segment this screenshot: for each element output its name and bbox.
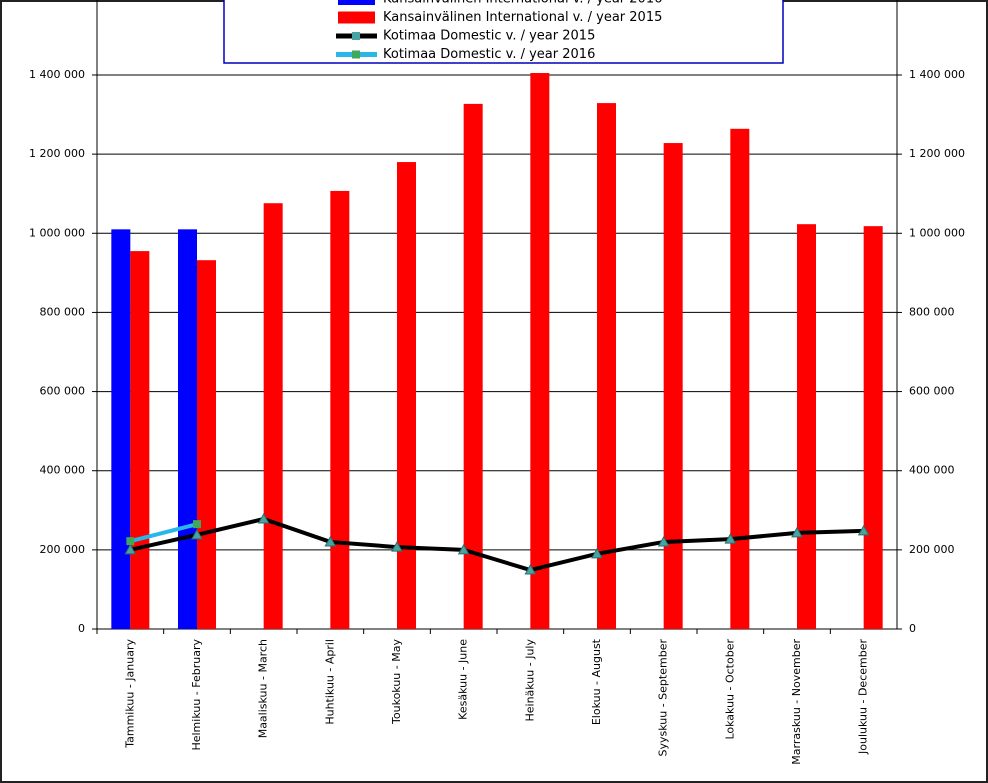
x-tick-label: Kesäkuu - June	[457, 639, 470, 720]
y2-tick-label: 0	[909, 622, 916, 635]
bar	[863, 226, 883, 630]
marker	[791, 526, 803, 538]
legend-label: Kansainvälinen International v. / year 2…	[383, 10, 662, 25]
y2-tick-label: 800 000	[909, 305, 955, 318]
legend-marker	[352, 50, 360, 59]
marker	[524, 564, 537, 575]
bar	[530, 73, 550, 630]
legend-marker	[352, 32, 360, 40]
y2-tick-label: 400 000	[909, 464, 955, 477]
bar	[597, 103, 616, 630]
bar	[330, 190, 350, 630]
legend-label: Kotimaa Domestic v. / year 2016	[383, 47, 595, 62]
y-tick-label: 1 200 000	[29, 147, 85, 160]
x-tick-label: Elokuu - August	[590, 638, 603, 725]
marker	[257, 512, 270, 524]
x-tick-label: Lokakuu - October	[723, 639, 736, 740]
x-tick-label: Syyskuu - September	[657, 639, 670, 757]
bar	[178, 229, 197, 630]
bar	[197, 260, 216, 629]
legend-box	[223, 0, 784, 64]
bar	[797, 224, 816, 630]
y-tick-label: 200 000	[40, 543, 86, 556]
x-tick-label: Heinäkuu - July	[523, 639, 536, 722]
y2-tick-label: 1 000 000	[909, 226, 965, 239]
marker	[126, 537, 135, 546]
x-tick-label: Helmikuu - February	[190, 639, 203, 751]
x-tick-label: Huhtikuu - April	[323, 639, 336, 725]
x-tick-label: Marraskuu - November	[790, 639, 803, 765]
marker	[193, 520, 201, 529]
x-tick-label: Maaliskuu - March	[257, 639, 270, 738]
bar	[730, 128, 750, 629]
legend: Kansainvälinen International v. / year 2…	[223, 0, 784, 64]
legend-label: Kansainvälinen International v. / year 2…	[383, 0, 662, 7]
y-tick-label: 800 000	[40, 305, 86, 318]
marker	[324, 535, 337, 547]
marker	[391, 541, 403, 552]
bar	[263, 203, 283, 629]
marker	[657, 535, 670, 547]
bar	[111, 229, 131, 630]
line	[129, 522, 198, 544]
y-tick-label: 600 000	[40, 385, 86, 398]
bar	[463, 103, 483, 629]
marker	[124, 543, 137, 555]
x-tick-label: Toukokuu - May	[390, 639, 403, 725]
legend-swatch	[338, 0, 375, 5]
x-tick-label: Joulukuu - December	[857, 639, 870, 755]
marker	[457, 543, 470, 555]
bar	[130, 251, 150, 630]
y2-tick-label: 1 200 000	[909, 147, 965, 160]
legend-swatch	[338, 11, 375, 24]
x-tick-label: Tammikuu - January	[123, 639, 136, 749]
marker	[191, 528, 203, 540]
y2-tick-label: 600 000	[909, 385, 955, 398]
marker	[591, 547, 603, 559]
y2-tick-label: 200 000	[909, 543, 955, 556]
y2-tick-label: 1 400 000	[909, 68, 965, 81]
bar	[663, 143, 683, 629]
y-tick-label: 1 400 000	[29, 68, 85, 81]
marker	[857, 524, 870, 536]
y-tick-label: 1 000 000	[29, 226, 85, 239]
line	[129, 516, 864, 573]
y-tick-label: 0	[78, 622, 85, 635]
legend-label: Kotimaa Domestic v. / year 2015	[383, 29, 595, 44]
y-tick-label: 400 000	[40, 464, 86, 477]
marker	[724, 533, 737, 544]
bar	[397, 162, 416, 630]
